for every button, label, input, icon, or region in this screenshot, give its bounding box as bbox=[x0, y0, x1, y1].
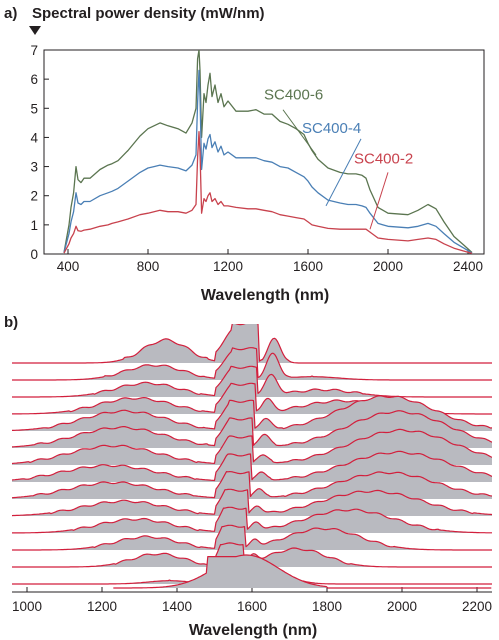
chart-a-xlabel: Wavelength (nm) bbox=[201, 287, 329, 304]
trace-line bbox=[12, 471, 492, 499]
trace-line bbox=[12, 395, 492, 431]
trace-line bbox=[12, 506, 492, 534]
panel-b-label: b) bbox=[4, 314, 18, 331]
trace-line bbox=[12, 365, 492, 398]
x-tick-label: 2200 bbox=[462, 599, 492, 614]
series-label-sc400-6: SC400-6 bbox=[264, 87, 323, 104]
series-line-sc400-6 bbox=[63, 50, 473, 253]
y-tick-label: 6 bbox=[30, 72, 38, 87]
x-tick-label: 1400 bbox=[162, 599, 192, 614]
chart-b-xlabel: Wavelength (nm) bbox=[189, 622, 317, 639]
series-line-sc400-2 bbox=[63, 130, 473, 254]
x-tick-label: 1800 bbox=[312, 599, 342, 614]
chart-a-plot bbox=[63, 50, 473, 254]
chart-b: 1000 1200 1400 1600 1800 2000 2200 bbox=[12, 324, 492, 614]
series-pointer-sc400-4 bbox=[325, 138, 362, 207]
trace-fill bbox=[12, 489, 492, 516]
trace-fill bbox=[12, 525, 492, 550]
trace-line bbox=[113, 554, 492, 589]
y-tick-label: 3 bbox=[30, 160, 38, 175]
x-tick-label: 1000 bbox=[12, 599, 42, 614]
panel-a-label: a) bbox=[4, 5, 17, 22]
x-tick-label: 2000 bbox=[373, 259, 403, 274]
trace-fill bbox=[12, 507, 492, 533]
x-tick-label: 1200 bbox=[213, 259, 243, 274]
trace-line bbox=[12, 488, 492, 517]
trace-fill bbox=[12, 324, 492, 363]
y-tick-label: 2 bbox=[30, 189, 38, 204]
axis-arrow-icon bbox=[29, 26, 41, 35]
panel-a-title: Spectral power density (mW/nm) bbox=[32, 5, 265, 22]
chart-a: 0 1 2 3 4 5 6 7 400 800 1200 1600 2000 2400 SC400-6 SC4… bbox=[30, 43, 485, 274]
trace-fill bbox=[12, 347, 492, 380]
y-tick-label: 4 bbox=[30, 130, 38, 145]
y-tick-label: 5 bbox=[30, 101, 38, 116]
series-pointer-sc400-6 bbox=[282, 109, 317, 156]
trace-fill bbox=[12, 366, 492, 397]
trace-line bbox=[12, 347, 492, 381]
x-tick-label: 1600 bbox=[293, 259, 323, 274]
trace-line bbox=[12, 450, 492, 482]
y-tick-label: 1 bbox=[30, 218, 38, 233]
trace-line bbox=[12, 542, 492, 568]
series-pointer-sc400-2 bbox=[369, 172, 389, 230]
x-tick-label: 800 bbox=[137, 259, 160, 274]
series-label-sc400-4: SC400-4 bbox=[302, 120, 361, 137]
trace-line bbox=[12, 324, 492, 364]
chart-a-frame bbox=[43, 49, 485, 255]
x-tick-label: 1600 bbox=[237, 599, 267, 614]
trace-line bbox=[12, 428, 492, 465]
series-label-sc400-2: SC400-2 bbox=[354, 151, 413, 168]
series-line-sc400-4 bbox=[63, 69, 473, 254]
chart-b-plot bbox=[12, 324, 492, 589]
trace-line bbox=[12, 410, 492, 448]
trace-fill bbox=[113, 555, 492, 588]
x-tick-label: 2400 bbox=[453, 259, 483, 274]
x-tick-label: 2000 bbox=[387, 599, 417, 614]
y-tick-label: 7 bbox=[30, 43, 38, 58]
trace-line bbox=[12, 524, 492, 551]
x-tick-label: 1200 bbox=[87, 599, 117, 614]
x-tick-label: 400 bbox=[57, 259, 80, 274]
y-tick-label: 0 bbox=[30, 247, 38, 262]
